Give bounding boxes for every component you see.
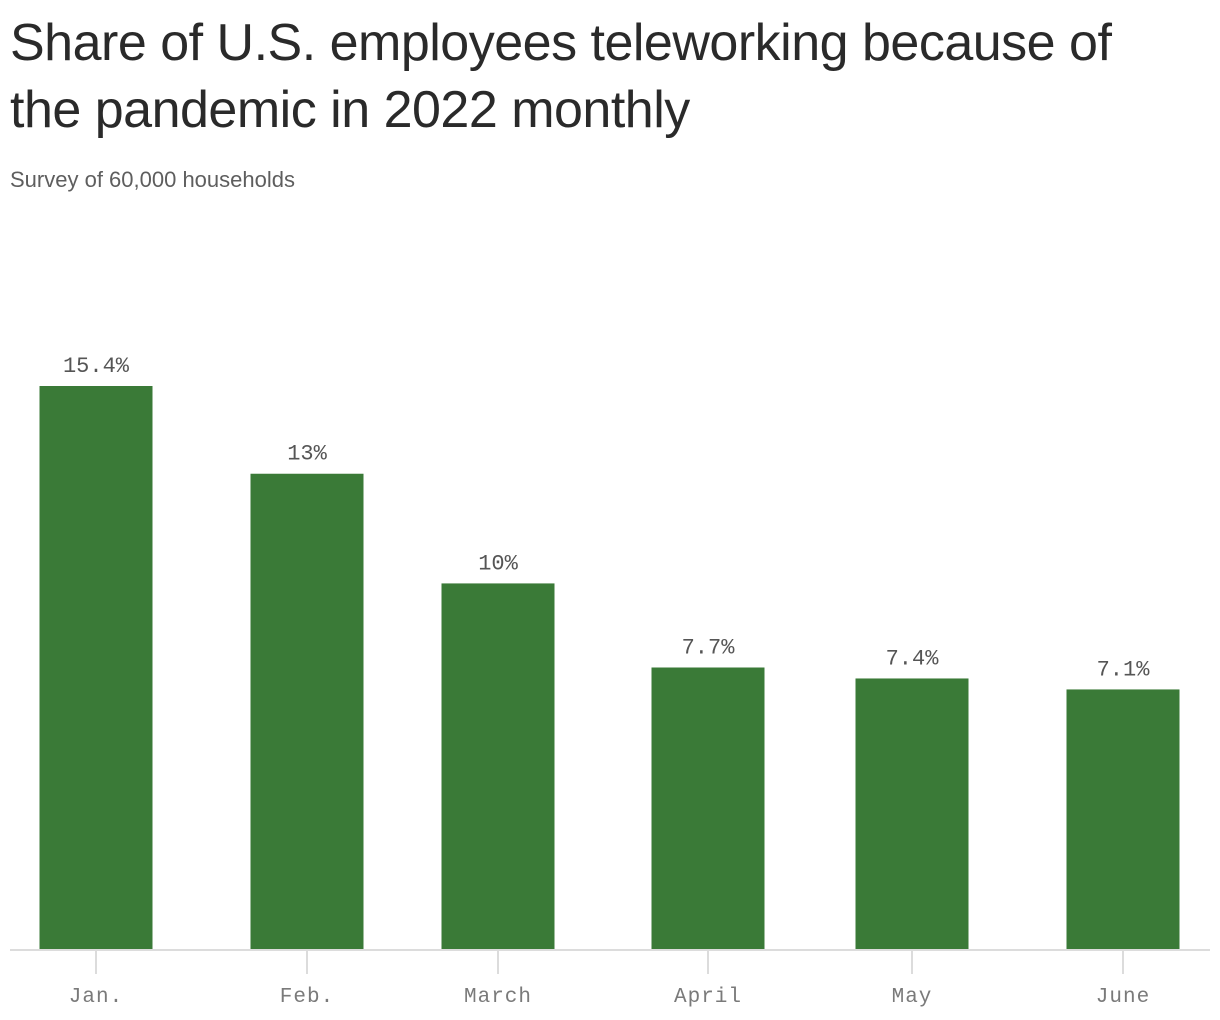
bar-value-label: 15.4%	[63, 354, 130, 379]
bar-march	[441, 583, 555, 949]
bars-group: 15.4% 13% 10% 7.7% 7.4% 7.1%	[39, 354, 1180, 949]
x-tick-label: April	[674, 986, 742, 1009]
bar-value-label: 7.7%	[682, 636, 736, 661]
x-tick-label: Feb.	[280, 986, 334, 1009]
x-tick-label: June	[1096, 986, 1150, 1009]
x-tick-label: March	[464, 986, 532, 1009]
x-tick-label: May	[892, 986, 933, 1009]
bar-value-label: 7.1%	[1097, 657, 1151, 682]
bar-june	[1066, 689, 1180, 949]
bar-value-label: 10%	[478, 551, 518, 576]
x-tick-label: Jan.	[69, 986, 123, 1009]
bar-jan	[39, 386, 153, 949]
bar-value-label: 7.4%	[886, 646, 940, 671]
bar-value-label: 13%	[287, 442, 327, 467]
chart-subtitle: Survey of 60,000 households	[10, 167, 295, 192]
bar-may	[855, 678, 969, 949]
bar-april	[651, 667, 765, 949]
chart-title: Share of U.S. employees teleworking beca…	[10, 14, 1112, 139]
x-axis-ticks: Jan. Feb. March April May June	[69, 951, 1150, 1009]
bar-feb	[250, 473, 364, 949]
